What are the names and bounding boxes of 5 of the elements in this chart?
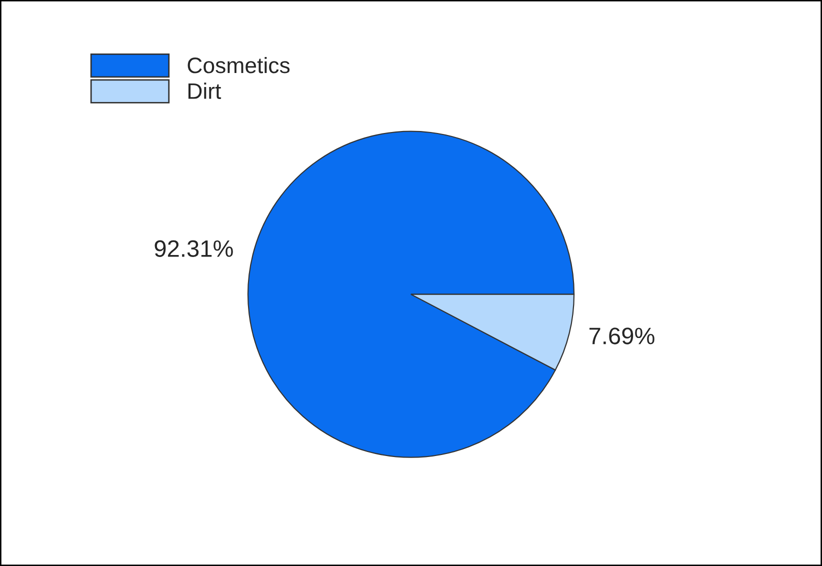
- data-label: 92.31%: [154, 240, 233, 257]
- legend-label: Dirt: [188, 82, 222, 99]
- data-label: 7.69%: [589, 328, 654, 344]
- pie-slice: [247, 130, 575, 458]
- legend-label: Cosmetics: [188, 56, 290, 74]
